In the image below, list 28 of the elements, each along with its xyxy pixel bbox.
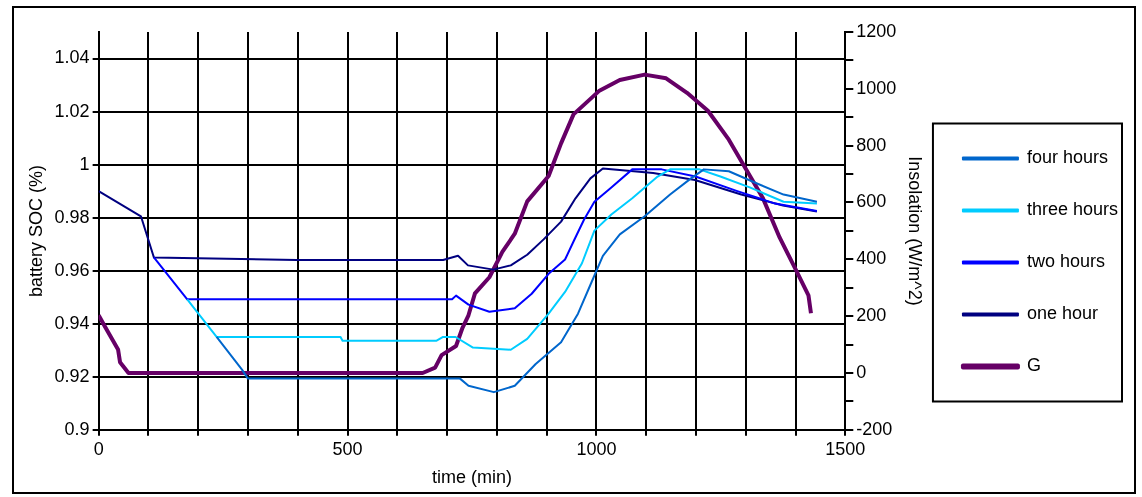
- legend-label: two hours: [1026, 251, 1105, 272]
- x-tick-label: 1000: [576, 438, 617, 459]
- legend-label: G: [1026, 355, 1041, 376]
- y2-tick-label: 200: [856, 305, 887, 326]
- y-tick-label: 0.94: [54, 312, 90, 333]
- x-tick-label: 500: [332, 438, 363, 459]
- y-axis-title: battery SOC (%): [25, 164, 46, 297]
- y-tick-label: 0.9: [64, 418, 90, 439]
- x-tick-label: 0: [93, 438, 104, 459]
- y2-tick-label: 1000: [856, 77, 897, 98]
- y2-axis-title: Insolation (W/m^2): [905, 156, 926, 306]
- x-axis-title: time (min): [431, 467, 512, 488]
- legend-label: one hour: [1026, 303, 1099, 324]
- y2-tick-label: 800: [856, 134, 887, 155]
- y2-tick-label: 0: [856, 361, 867, 382]
- y2-tick-label: 600: [856, 191, 887, 212]
- legend-label: four hours: [1026, 147, 1108, 168]
- y-tick-label: 1.04: [54, 47, 90, 68]
- y2-tick-label: 400: [856, 248, 887, 269]
- y-tick-label: 0.98: [54, 206, 90, 227]
- y-tick-label: 0.92: [54, 365, 90, 386]
- y-tick-label: 0.96: [54, 259, 90, 280]
- x-tick-label: 1500: [825, 438, 866, 459]
- y2-tick-label: -200: [856, 418, 893, 439]
- y2-tick-label: 1200: [856, 20, 897, 41]
- y-tick-label: 1: [79, 153, 90, 174]
- legend-label: three hours: [1026, 199, 1119, 220]
- y-tick-label: 1.02: [54, 100, 90, 121]
